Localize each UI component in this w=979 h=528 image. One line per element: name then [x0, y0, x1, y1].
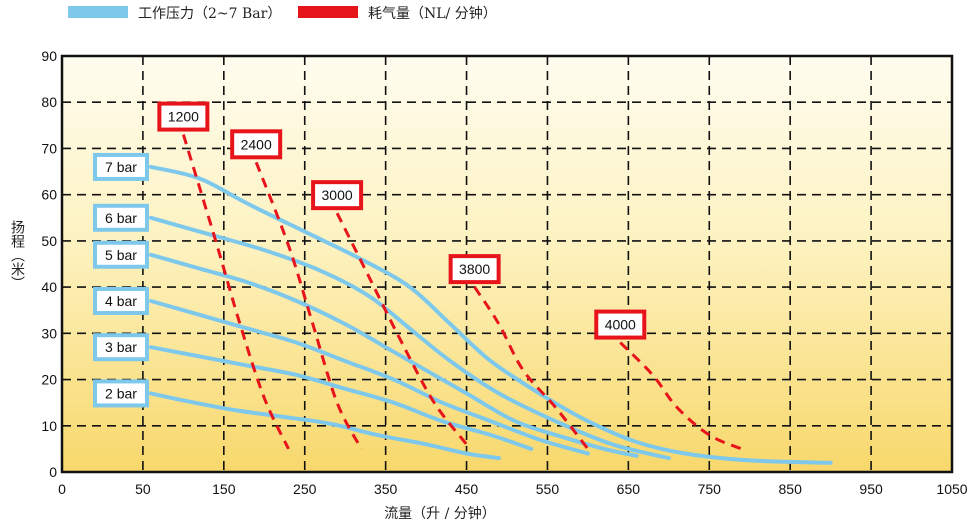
x-tick-label: 50 [135, 481, 151, 497]
y-tick-label: 80 [41, 94, 57, 110]
x-tick-label: 750 [698, 481, 722, 497]
air-curve-4000 [619, 341, 743, 451]
air-label-box [594, 309, 647, 340]
x-tick-label: 550 [536, 481, 560, 497]
y-axis-title: 扬程（米） [9, 220, 25, 290]
air-label-text: 3800 [459, 261, 490, 277]
x-tick-label: 650 [617, 481, 641, 497]
air-curve-3800 [473, 286, 590, 450]
pressure-label-box [93, 240, 149, 269]
y-tick-label: 50 [41, 233, 57, 249]
pressure-label-text: 5 bar [105, 247, 137, 263]
legend-label-air: 耗气量（NL/ 分钟） [368, 5, 497, 22]
y-tick-label: 70 [41, 140, 57, 156]
plot-frame [60, 54, 954, 474]
y-tick-label: 90 [41, 48, 57, 64]
pressure-label-box [93, 152, 149, 181]
pressure-curve-3-bar [149, 345, 534, 451]
pressure-label-box [93, 286, 149, 315]
pressure-label-5-bar: 5 bar [93, 240, 149, 269]
x-tick-label: 350 [374, 481, 398, 497]
plot-background [62, 56, 952, 472]
air-label-box [448, 254, 501, 285]
legend: 工作压力（2~7 Bar） 耗气量（NL/ 分钟） [68, 5, 497, 22]
pressure-label-7-bar: 7 bar [93, 152, 149, 181]
x-tick-label: 450 [455, 481, 479, 497]
air-label-1200: 1200 [157, 101, 210, 132]
pressure-curve-7-bar [149, 164, 833, 465]
pressure-curve-2-bar [149, 391, 501, 461]
pressure-label-6-bar: 6 bar [93, 203, 149, 232]
y-tick-label: 20 [41, 372, 57, 388]
air-label-3000: 3000 [311, 180, 364, 211]
x-tick-label: 850 [779, 481, 803, 497]
legend-label-pressure: 工作压力（2~7 Bar） [138, 6, 281, 22]
y-tick-label: 10 [41, 418, 57, 434]
pressure-label-box [93, 379, 149, 408]
pressure-label-box [93, 333, 149, 362]
x-tick-label: 1050 [936, 481, 967, 497]
y-axis-ticks: 0 10 20 30 40 50 60 70 80 90 [41, 48, 57, 480]
pressure-label-3-bar: 3 bar [93, 333, 149, 362]
air-label-text: 4000 [605, 317, 636, 333]
y-tick-label: 0 [49, 464, 57, 480]
pressure-curve-5-bar [149, 252, 639, 458]
x-axis-title: 流量（升 / 分钟） [384, 505, 496, 522]
air-label-3800: 3800 [448, 254, 501, 285]
air-curve-1200 [181, 134, 290, 450]
x-tick-label: 950 [859, 481, 883, 497]
pressure-label-4-bar: 4 bar [93, 286, 149, 315]
air-label-box [311, 180, 364, 211]
air-label-4000: 4000 [594, 309, 647, 340]
legend-swatch-air [298, 6, 358, 18]
pressure-label-text: 3 bar [105, 339, 137, 355]
legend-swatch-pressure [68, 6, 128, 18]
y-tick-label: 40 [41, 279, 57, 295]
air-label-2400: 2400 [230, 129, 283, 160]
x-axis-ticks: 0 50 150 250 350 450 550 650 750 850 950 1050 [58, 481, 968, 497]
pressure-label-box [93, 203, 149, 232]
x-tick-label: 250 [293, 481, 317, 497]
pressure-label-text: 2 bar [105, 385, 137, 401]
x-tick-label: 0 [58, 481, 66, 497]
pressure-label-text: 4 bar [105, 293, 137, 309]
air-label-box [230, 129, 283, 160]
series-labels: 7 bar 6 bar 5 bar 4 bar 3 bar 2 bar 1200 2400 30… [93, 101, 647, 408]
air-label-text: 1200 [168, 109, 199, 125]
air-curve-3000 [335, 212, 468, 446]
air-curve-2400 [254, 161, 363, 450]
y-tick-label: 60 [41, 187, 57, 203]
pressure-label-2-bar: 2 bar [93, 379, 149, 408]
pressure-label-text: 7 bar [105, 159, 137, 175]
air-label-text: 3000 [322, 187, 353, 203]
air-label-text: 2400 [241, 136, 272, 152]
air-label-box [157, 101, 210, 132]
pressure-curve-4-bar [149, 299, 590, 456]
y-tick-label: 30 [41, 325, 57, 341]
pressure-label-text: 6 bar [105, 210, 137, 226]
x-tick-label: 150 [212, 481, 236, 497]
air-consumption-curves [181, 134, 743, 451]
